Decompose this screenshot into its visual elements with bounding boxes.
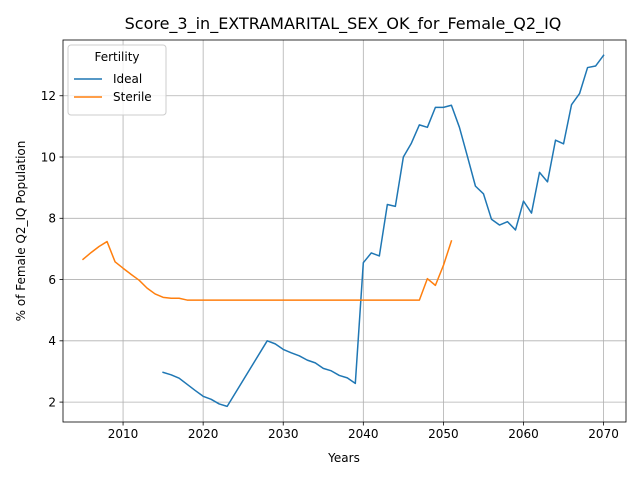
- x-tick-label: 2040: [348, 427, 379, 441]
- x-tick-label: 2020: [188, 427, 219, 441]
- chart-title: Score_3_in_EXTRAMARITAL_SEX_OK_for_Femal…: [125, 14, 562, 34]
- x-tick-label: 2030: [268, 427, 299, 441]
- x-tick-label: 2070: [588, 427, 619, 441]
- legend: Fertility Ideal Sterile: [67, 44, 167, 116]
- x-axis-label: Years: [327, 451, 360, 465]
- legend-title: Fertility: [94, 50, 139, 64]
- grid: [63, 40, 626, 422]
- legend-label-ideal: Ideal: [113, 72, 142, 86]
- series-line-ideal: [162, 54, 605, 408]
- x-tick-label: 2060: [508, 427, 539, 441]
- x-tick-label: 2050: [428, 427, 459, 441]
- y-tick-label: 12: [41, 89, 56, 103]
- y-tick-label: 2: [48, 395, 56, 409]
- plot-area-frame: [62, 39, 627, 423]
- legend-label-sterile: Sterile: [113, 90, 152, 104]
- y-tick-label: 8: [48, 212, 56, 226]
- series-lines: [81, 54, 605, 408]
- series-line-sterile: [81, 240, 453, 301]
- axis-ticks: 2010 2020 2030 2040 2050 2060 2070 2 4 6 8 10 12: [41, 89, 619, 441]
- x-tick-label: 2010: [108, 427, 139, 441]
- y-axis-label: % of Female Q2_IQ Population: [14, 141, 28, 322]
- y-tick-label: 6: [48, 273, 56, 287]
- y-tick-label: 10: [41, 150, 56, 164]
- y-tick-label: 4: [48, 334, 56, 348]
